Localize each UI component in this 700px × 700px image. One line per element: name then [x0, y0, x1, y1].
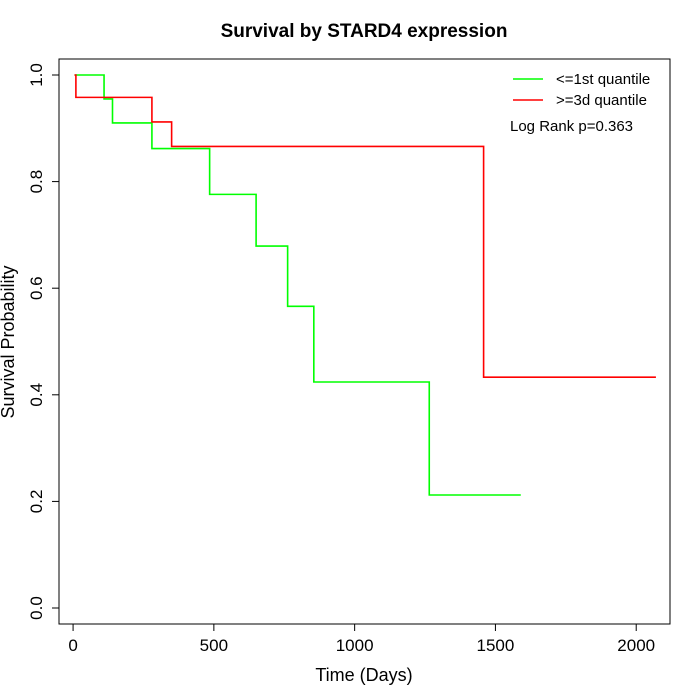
y-tick-label: 0.8: [27, 170, 46, 194]
chart-title: Survival by STARD4 expression: [221, 21, 508, 42]
x-tick-label: 1500: [477, 636, 515, 655]
y-axis-label: Survival Probability: [0, 265, 18, 418]
series-line-2: [74, 74, 656, 379]
x-axis-label: Time (Days): [315, 665, 412, 685]
y-tick-label: 1.0: [27, 63, 46, 87]
y-tick-label: 0.6: [27, 276, 46, 300]
x-tick-label: 0: [68, 636, 77, 655]
x-axis: 0 500 1000 1500 2000: [68, 623, 655, 655]
series-layer: [74, 74, 656, 496]
y-tick-label: 0.4: [27, 383, 46, 407]
legend-label: >=3d quantile: [556, 92, 647, 109]
x-tick-label: 1000: [336, 636, 374, 655]
legend: <=1st quantile >=3d quantile: [513, 71, 650, 109]
y-tick-label: 0.2: [27, 490, 46, 514]
series-line-1: [74, 74, 521, 496]
y-axis: 0.0 0.2 0.4 0.6 0.8 1.0: [27, 63, 60, 620]
x-tick-label: 2000: [617, 636, 655, 655]
legend-label: <=1st quantile: [556, 71, 650, 88]
y-tick-label: 0.0: [27, 596, 46, 620]
log-rank-annotation: Log Rank p=0.363: [510, 118, 633, 135]
x-tick-label: 500: [200, 636, 228, 655]
